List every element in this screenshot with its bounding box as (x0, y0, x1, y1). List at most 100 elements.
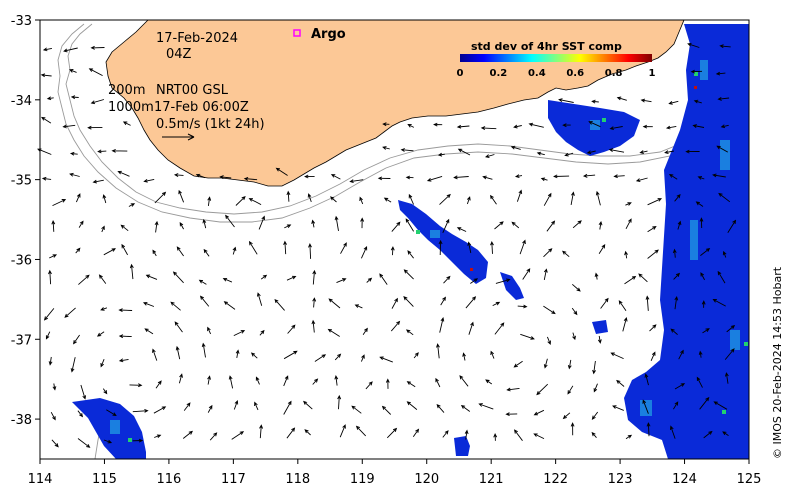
current-arrow (462, 352, 466, 361)
current-arrow (670, 328, 678, 335)
current-arrow (260, 274, 268, 280)
current-arrow (616, 379, 625, 387)
current-arrow (638, 273, 648, 283)
current-arrow (43, 308, 55, 321)
current-arrow (102, 194, 107, 204)
current-arrow (235, 349, 240, 358)
current-arrow (377, 176, 391, 181)
current-arrow (72, 334, 80, 345)
current-arrow (485, 379, 493, 385)
current-arrow (233, 330, 246, 337)
current-arrow (460, 404, 471, 412)
current-arrow (336, 278, 347, 284)
current-arrow (45, 331, 51, 340)
current-arrow (106, 409, 117, 417)
current-arrow (50, 411, 56, 421)
current-arrow (314, 354, 327, 362)
current-vectors (37, 42, 737, 448)
current-arrow (80, 384, 87, 400)
lon-tick-label: 114 (28, 472, 53, 487)
current-arrow (102, 388, 108, 395)
current-arrow (701, 300, 706, 308)
current-arrow (674, 383, 686, 390)
current-arrow (118, 358, 129, 363)
current-arrow (703, 430, 713, 439)
current-arrow (69, 151, 78, 156)
current-arrow (259, 329, 265, 336)
current-arrow (75, 247, 81, 254)
current-arrow (412, 428, 420, 438)
current-arrow (438, 239, 443, 256)
current-arrow (100, 307, 108, 311)
current-arrow (303, 400, 313, 410)
current-arrow (354, 304, 363, 309)
current-arrow (533, 409, 545, 416)
current-arrow (62, 124, 76, 129)
current-arrow (543, 192, 552, 206)
current-arrow (98, 274, 107, 284)
current-arrow (609, 126, 623, 131)
current-arrow (407, 250, 414, 259)
current-arrow (672, 248, 677, 258)
current-arrow (649, 324, 657, 332)
current-arrow (201, 342, 206, 358)
current-arrow (175, 345, 181, 360)
lon-tick-label: 121 (479, 472, 504, 487)
current-arrow (274, 298, 285, 311)
current-arrow (693, 99, 702, 104)
current-arrow (179, 221, 184, 230)
annotation-depth-200: 200m (108, 83, 145, 98)
current-arrow (40, 73, 52, 78)
current-arrow (482, 175, 493, 180)
current-arrow (702, 328, 710, 334)
current-arrow (250, 352, 258, 359)
current-arrow (117, 170, 130, 177)
current-arrow (543, 248, 553, 258)
current-arrow (154, 434, 162, 439)
current-arrow (152, 249, 157, 257)
current-arrow (308, 243, 312, 259)
current-arrow (365, 381, 373, 390)
current-arrow (312, 297, 317, 308)
annotation-time: 17-Feb 06:00Z (154, 100, 249, 115)
current-arrow (182, 430, 194, 439)
current-arrow (286, 427, 296, 439)
current-arrow (591, 431, 597, 438)
current-arrow (586, 150, 596, 155)
argo-marker-icon (293, 29, 301, 37)
current-arrow (519, 239, 526, 255)
current-arrow (143, 178, 155, 183)
current-arrow (572, 332, 576, 341)
colorbar-tick-label: 0 (457, 68, 464, 79)
current-arrow (727, 219, 737, 233)
current-arrow (608, 148, 625, 153)
colorbar-tick-label: 0.8 (605, 68, 623, 79)
current-arrow (68, 69, 77, 73)
current-arrow (359, 196, 364, 205)
current-arrow (598, 220, 603, 230)
current-arrow (426, 175, 443, 182)
current-arrow (199, 295, 210, 307)
lat-tick-label: -36 (11, 253, 32, 268)
current-arrow (553, 174, 570, 179)
current-arrow (170, 301, 181, 311)
current-arrow (90, 99, 105, 105)
colorbar-tick-label: 1 (649, 68, 656, 79)
lon-axis: 114 115 116 117 118 119 120 121 122 123 124 125 (28, 459, 761, 487)
current-arrow (437, 152, 445, 157)
current-arrow (610, 352, 624, 360)
current-arrow (381, 405, 392, 415)
current-arrow (490, 350, 495, 359)
annotation-model: NRT00 GSL (156, 83, 229, 98)
current-arrow (582, 173, 596, 178)
lon-tick-label: 116 (156, 472, 181, 487)
current-arrow (540, 177, 548, 182)
current-arrow (717, 97, 730, 101)
current-arrow (172, 271, 184, 284)
current-arrow (618, 300, 627, 312)
lon-tick-label: 117 (221, 472, 246, 487)
plot-frame (39, 19, 750, 460)
current-arrow (334, 353, 342, 361)
current-arrow (690, 69, 703, 74)
current-arrow (635, 177, 648, 182)
